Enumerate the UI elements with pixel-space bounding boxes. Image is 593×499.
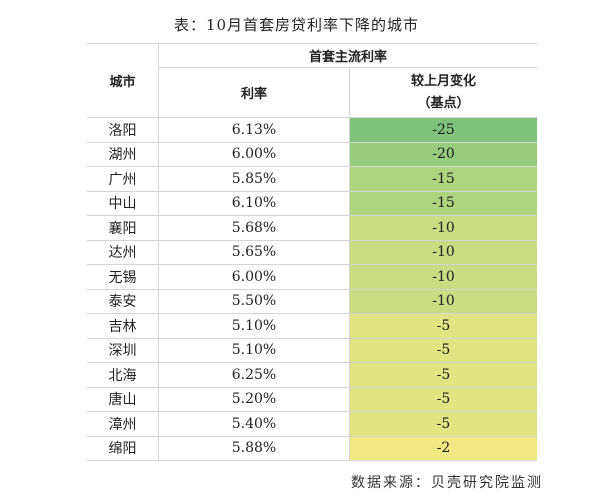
table-row: 广州 5.85% -15 — [87, 166, 537, 192]
header-cell: 利率 — [158, 67, 350, 118]
header-row: 利率 较上月变化 （基点） — [87, 67, 537, 118]
table-row: 襄阳 5.68% -10 — [87, 215, 537, 241]
rate-cell: 5.65% — [158, 239, 350, 265]
city-cell: 洛阳 — [87, 117, 159, 143]
change-cell: -5 — [349, 337, 537, 363]
city-cell: 漳州 — [87, 411, 159, 437]
city-cell: 泰安 — [87, 288, 159, 314]
table-row: 绵阳 5.88% -2 — [87, 435, 537, 461]
change-cell: -5 — [349, 362, 537, 388]
city-cell: 深圳 — [87, 337, 159, 363]
table-row: 泰安 5.50% -10 — [87, 288, 537, 314]
rate-cell: 6.13% — [158, 117, 350, 143]
table-row: 深圳 5.10% -5 — [87, 337, 537, 363]
change-cell: -15 — [349, 190, 537, 216]
rate-table: 城市 首套主流利率 利率 较上月变化 （基点） 洛阳 6.13% -25 湖州 6.00… — [87, 43, 537, 461]
rate-cell: 5.85% — [158, 166, 350, 192]
city-cell: 北海 — [87, 362, 159, 388]
city-cell: 吉林 — [87, 313, 159, 339]
rate-cell: 5.20% — [158, 386, 350, 412]
rate-cell: 5.50% — [158, 288, 350, 314]
rate-cell: 5.88% — [158, 435, 350, 461]
city-cell: 绵阳 — [87, 435, 159, 461]
table-row: 达州 5.65% -10 — [87, 239, 537, 265]
change-cell: -10 — [349, 264, 537, 290]
change-cell: -10 — [349, 288, 537, 314]
table-body: 洛阳 6.13% -25 湖州 6.00% -20 广州 5.85% -15 中山 6.10% -15… — [87, 117, 537, 461]
header-cell: 较上月变化 （基点） — [349, 67, 537, 118]
change-cell: -10 — [349, 239, 537, 265]
city-cell: 唐山 — [87, 386, 159, 412]
city-cell: 无锡 — [87, 264, 159, 290]
rate-cell: 6.10% — [158, 190, 350, 216]
rate-cell: 5.10% — [158, 337, 350, 363]
city-cell: 襄阳 — [87, 215, 159, 241]
rate-cell: 5.40% — [158, 411, 350, 437]
change-cell: -5 — [349, 386, 537, 412]
header-row: 城市 首套主流利率 — [87, 43, 537, 118]
rate-cell: 5.10% — [158, 313, 350, 339]
change-cell: -5 — [349, 313, 537, 339]
change-cell: -2 — [349, 435, 537, 461]
rate-cell: 5.68% — [158, 215, 350, 241]
city-cell: 广州 — [87, 166, 159, 192]
header-cell: 城市 — [87, 43, 159, 118]
city-cell: 达州 — [87, 239, 159, 265]
change-cell: -15 — [349, 166, 537, 192]
table-row: 中山 6.10% -15 — [87, 190, 537, 216]
rate-cell: 6.00% — [158, 264, 350, 290]
header-cell: 首套主流利率 — [158, 43, 537, 68]
change-cell: -10 — [349, 215, 537, 241]
table-row: 湖州 6.00% -20 — [87, 141, 537, 167]
table-title: 表：10月首套房贷利率下降的城市 — [173, 16, 420, 34]
table-row: 吉林 5.10% -5 — [87, 313, 537, 339]
change-cell: -20 — [349, 141, 537, 167]
table-row: 唐山 5.20% -5 — [87, 386, 537, 412]
city-cell: 湖州 — [87, 141, 159, 167]
city-cell: 中山 — [87, 190, 159, 216]
rate-cell: 6.25% — [158, 362, 350, 388]
change-cell: -5 — [349, 411, 537, 437]
source-note: 数据来源：贝壳研究院监测 — [351, 475, 543, 491]
table-row: 北海 6.25% -5 — [87, 362, 537, 388]
table-row: 无锡 6.00% -10 — [87, 264, 537, 290]
table-row: 洛阳 6.13% -25 — [87, 117, 537, 143]
table-row: 漳州 5.40% -5 — [87, 411, 537, 437]
change-cell: -25 — [349, 117, 537, 143]
rate-cell: 6.00% — [158, 141, 350, 167]
